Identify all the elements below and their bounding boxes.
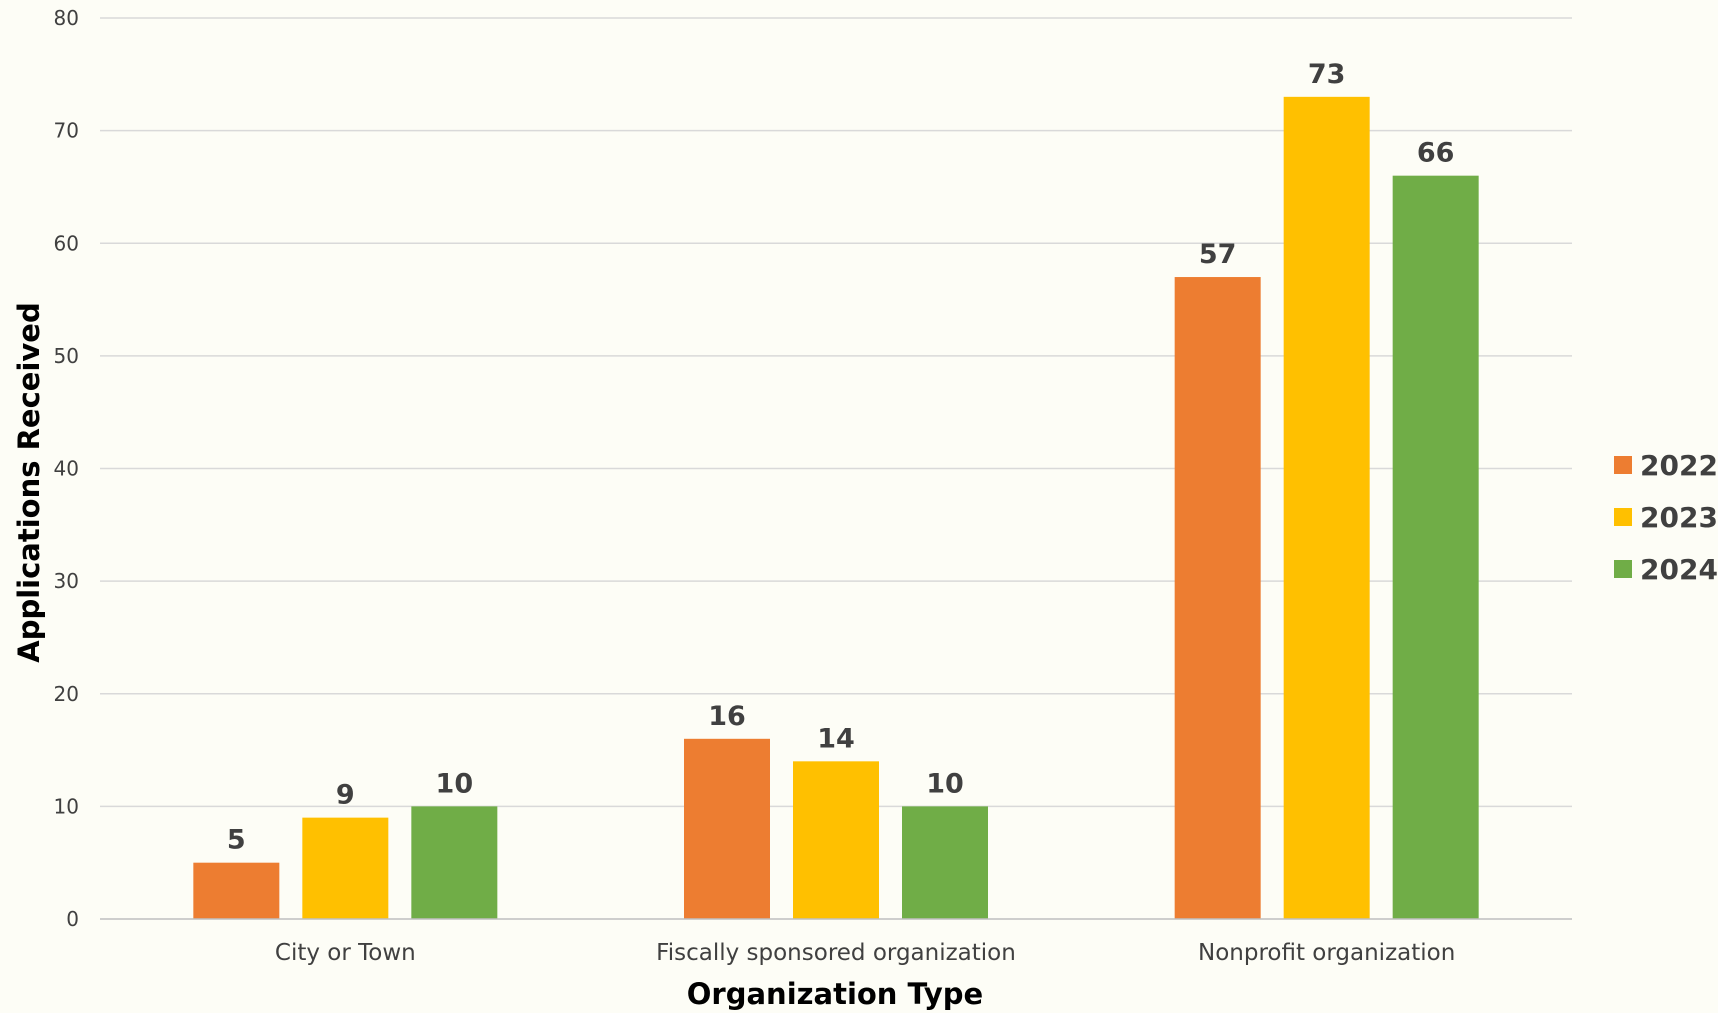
gridlines <box>100 17 1572 808</box>
legend-swatch-2024 <box>1614 560 1632 578</box>
y-tick-label: 70 <box>54 119 79 143</box>
bar-2023 <box>793 761 879 919</box>
bar-2022 <box>1174 277 1261 920</box>
legend-label-2022: 2022 <box>1640 449 1718 482</box>
data-label-2023: 73 <box>1308 59 1346 90</box>
data-label-2022: 16 <box>708 701 746 732</box>
legend: 2022 2023 2024 <box>1614 449 1718 586</box>
y-tick-label: 40 <box>54 457 79 481</box>
y-tick-label: 20 <box>54 682 79 706</box>
data-label-2024: 66 <box>1417 138 1455 169</box>
y-tick-label: 30 <box>54 569 79 593</box>
bar-2023 <box>1283 96 1370 919</box>
x-category-label: Fiscally sponsored organization <box>656 940 1016 966</box>
y-tick-label: 60 <box>54 231 79 255</box>
y-axis-tick-labels: 0 10 20 30 40 50 60 70 80 <box>54 6 79 931</box>
data-label-2024: 10 <box>926 768 964 799</box>
x-axis-title: Organization Type <box>687 977 983 1011</box>
bar-2024 <box>902 806 988 919</box>
x-category-label: City or Town <box>275 940 416 966</box>
data-label-2023: 9 <box>336 780 355 811</box>
bar-2024 <box>1392 175 1479 920</box>
bar-2023 <box>302 817 389 919</box>
y-tick-label: 80 <box>54 6 79 30</box>
bars <box>193 96 1479 920</box>
legend-label-2024: 2024 <box>1640 553 1718 586</box>
legend-swatch-2022 <box>1614 456 1632 474</box>
bar-2024 <box>411 806 498 919</box>
data-label-2022: 57 <box>1199 239 1237 270</box>
data-labels: 5 9 10 16 14 10 57 73 66 <box>227 59 1455 856</box>
y-tick-label: 0 <box>66 907 79 931</box>
bar-2022 <box>684 738 770 919</box>
bar-2022 <box>193 862 280 919</box>
data-label-2023: 14 <box>817 723 855 754</box>
y-tick-label: 10 <box>54 794 79 818</box>
legend-swatch-2023 <box>1614 508 1632 526</box>
y-tick-label: 50 <box>54 344 79 368</box>
data-label-2022: 5 <box>227 825 246 856</box>
y-axis-title: Applications Received <box>12 302 46 662</box>
x-category-label: Nonprofit organization <box>1198 940 1455 966</box>
data-label-2024: 10 <box>436 768 474 799</box>
x-axis-category-labels: City or Town Fiscally sponsored organizat… <box>275 940 1455 966</box>
legend-label-2023: 2023 <box>1640 501 1718 534</box>
